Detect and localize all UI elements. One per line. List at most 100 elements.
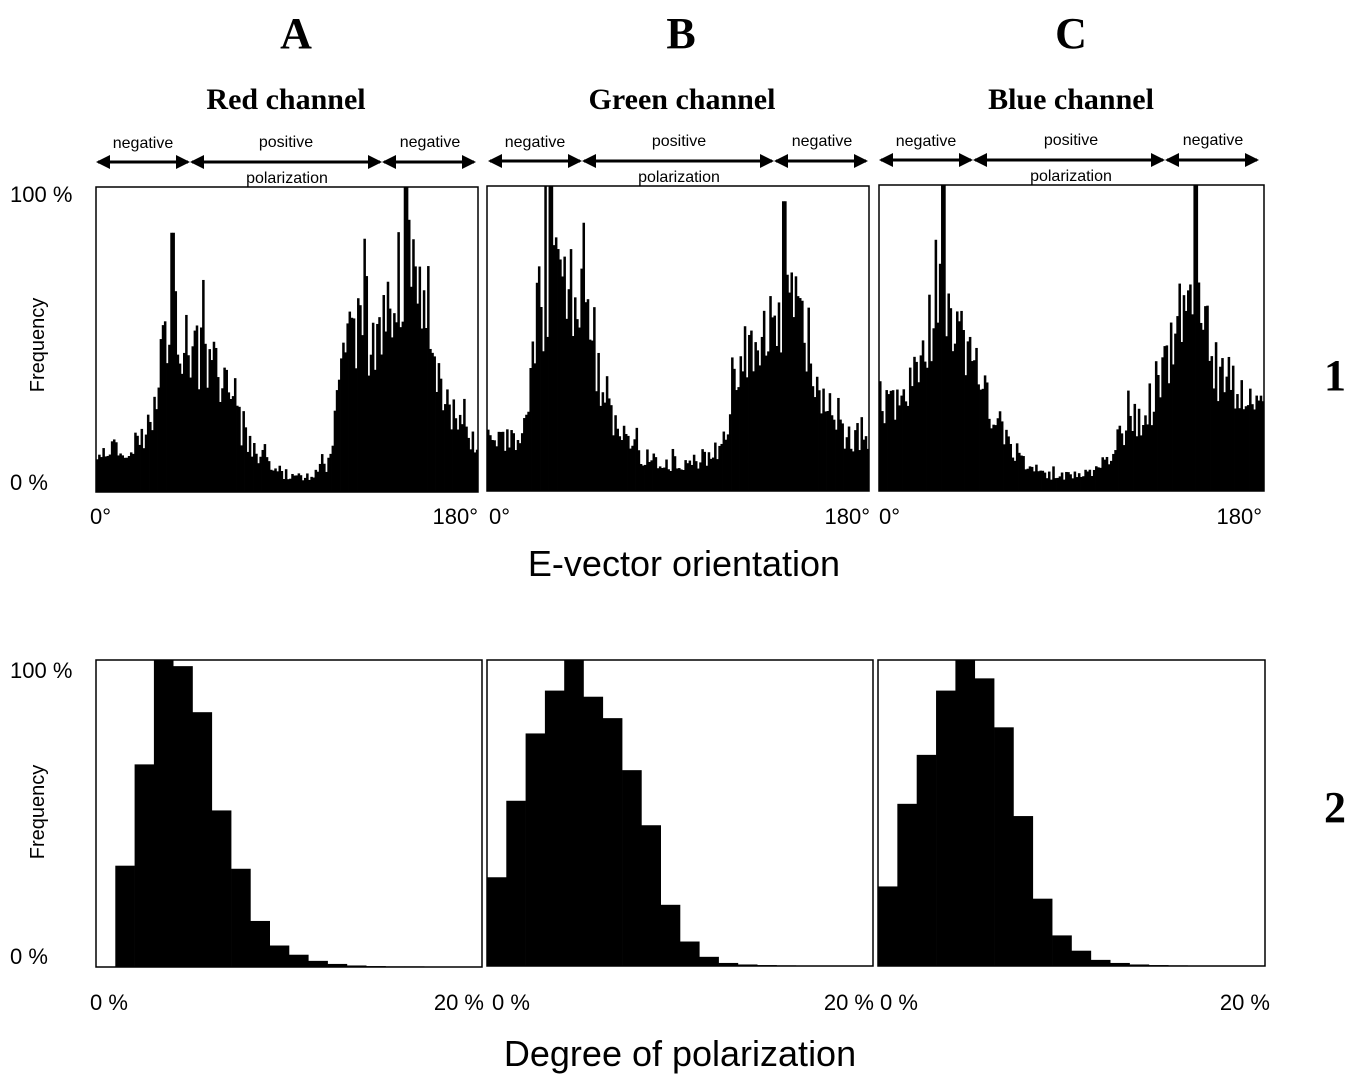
histogram-bar [883,423,886,491]
histogram-bar [1255,395,1258,491]
histogram-bar [176,354,180,492]
histogram-bar [889,390,893,491]
histogram-bar [192,712,213,967]
histogram-bar [1212,388,1216,491]
histogram-bar [1003,444,1006,491]
histogram-bar [771,317,774,491]
histogram-bar [714,442,717,491]
histogram-bar [187,355,190,492]
histogram-bar [1097,467,1100,491]
histogram-bar [936,690,956,966]
histogram-bar [1095,466,1098,491]
histogram-bar [722,431,726,491]
histogram-bar [792,317,796,491]
histogram-bar [669,470,673,491]
histogram-bar [117,455,120,492]
histogram-bar [820,413,823,491]
x-tick-max: 20 % [824,990,874,1015]
histogram-bar [720,443,723,491]
histogram-bar [728,414,732,491]
histogram-bar [794,276,798,491]
histogram-bar [297,473,301,492]
histogram-bar [616,428,619,491]
histogram-bar [960,310,963,491]
histogram-bar [758,365,762,491]
histogram-bar [618,436,622,491]
histogram-bar [1152,411,1156,491]
histogram-bar [520,433,524,491]
negative-label: negative [792,133,853,150]
histogram-bar [788,292,791,491]
histogram-bar [1184,310,1188,491]
histogram-bar [947,293,950,491]
histogram-bar [1090,959,1111,966]
histogram-bar [465,426,468,492]
histogram-bar [1261,401,1265,491]
histogram-bar [711,457,715,491]
histogram-bar [561,276,564,491]
histogram-bar [629,448,632,491]
histogram-bar [656,468,660,491]
y-tick-top: 100 % [10,658,72,683]
histogram-bar [265,457,269,492]
histogram-bar [397,232,400,492]
x-tick-max: 180° [1216,504,1262,529]
histogram-bar [278,465,282,492]
histogram-bar [168,344,171,492]
histogram-bar [731,357,734,491]
histogram-bar [915,361,918,491]
y-axis-title: Frequency [27,765,49,860]
histogram-bar [1077,473,1081,491]
histogram-bar [250,920,270,967]
histogram-bar [531,341,535,491]
histogram-bar [369,354,373,492]
histogram-bar [1018,452,1021,491]
histogram-bar [352,318,356,492]
histogram-bar [1033,471,1036,491]
negative-label: negative [505,134,566,151]
histogram-bar [815,376,819,491]
histogram-bar [1163,346,1167,491]
histogram-bar [363,238,366,492]
histogram-bar [144,434,148,492]
histogram-bar [312,477,315,492]
histogram-bar [849,448,853,491]
histogram-bar [1116,429,1119,491]
histogram-bar [454,418,458,492]
polarization-annotation-a: negative positive negative polarization [96,134,476,187]
histogram-bar [945,336,948,491]
histogram-bar [1253,409,1256,491]
histogram-bar [602,718,623,966]
histogram-bar [463,398,466,492]
histogram-bar [331,445,335,492]
histogram-bar [1110,962,1130,966]
histogram-bar [403,187,407,492]
histogram-bar [881,411,884,491]
histogram-bar [1165,345,1169,491]
histogram-bar [837,397,840,491]
histogram-bar [1139,435,1143,491]
x-axis-title-row1: E-vector orientation [528,543,840,584]
histogram-bar [229,398,233,492]
histogram-bar [724,439,728,491]
histogram-bar [686,463,690,491]
histogram-bar [1065,471,1068,491]
histogram-bar [333,410,337,492]
histogram-bar [378,317,381,492]
histogram-bar [153,660,174,967]
histogram-bar [172,232,175,492]
histogram-bar [446,389,449,492]
histogram-bar [100,457,103,492]
histogram-bar [897,803,917,966]
histogram-bar [149,421,152,492]
histogram-bar [1234,408,1237,491]
plot-frame [486,659,874,967]
histogram-bar [527,411,530,491]
histogram-bar [542,351,545,491]
histogram-bar [487,877,507,966]
histogram-bar [974,678,995,966]
histogram-bar [1035,464,1038,491]
histogram-bar [975,347,978,491]
histogram-bar [1225,376,1229,491]
histogram-bar [858,450,861,491]
